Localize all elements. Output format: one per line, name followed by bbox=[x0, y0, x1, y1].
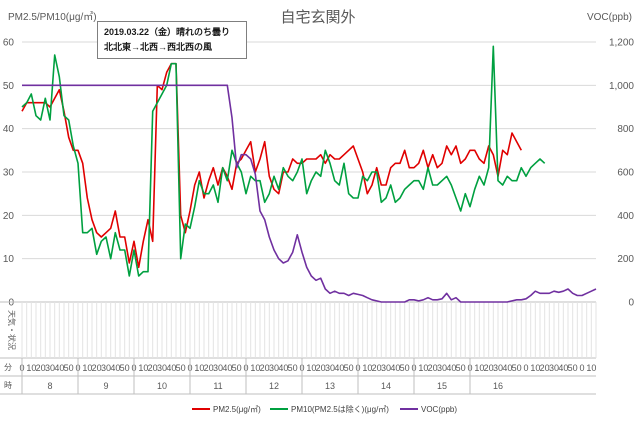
minute-tick-label: 20 bbox=[148, 363, 158, 373]
legend-label: PM10(PM2.5は除く)(μg/㎥) bbox=[291, 404, 389, 414]
series-lines bbox=[21, 45, 597, 303]
hour-tick-label: 8 bbox=[47, 381, 52, 391]
minute-tick-label: 10 bbox=[586, 363, 596, 373]
row-label-weather: 天気・状況 bbox=[7, 310, 17, 350]
minute-tick-label: 40 bbox=[390, 363, 400, 373]
minute-tick-label: 20 bbox=[540, 363, 550, 373]
minute-tick-label: 50 bbox=[568, 363, 578, 373]
minute-tick-label: 50 bbox=[288, 363, 298, 373]
minute-tick-label: 10 bbox=[82, 363, 92, 373]
chart-title: 自宅玄関外 bbox=[280, 9, 355, 26]
minute-tick-label: 40 bbox=[54, 363, 64, 373]
hour-tick-label: 13 bbox=[325, 381, 335, 391]
minute-tick-label: 10 bbox=[362, 363, 372, 373]
y-left-tick-label: 10 bbox=[3, 254, 15, 265]
minute-tick-label: 40 bbox=[166, 363, 176, 373]
y-right-tick-label: 1,000 bbox=[609, 81, 634, 92]
minute-tick-label: 30 bbox=[101, 363, 111, 373]
minute-tick-label: 10 bbox=[306, 363, 316, 373]
annotation-box: 2019.03.22（金）晴れのち曇り 北北東→北西→西北西の風 bbox=[97, 21, 247, 59]
y-right-tick-label: 800 bbox=[617, 124, 634, 135]
minute-tick-label: 40 bbox=[446, 363, 456, 373]
minute-tick-label: 30 bbox=[325, 363, 335, 373]
y-right-tick-label: 0 bbox=[628, 298, 634, 309]
minute-tick-label: 30 bbox=[493, 363, 503, 373]
annotation-line-1: 2019.03.22（金）晴れのち曇り bbox=[104, 27, 231, 37]
minute-tick-label: 50 bbox=[64, 363, 74, 373]
minute-tick-label: 30 bbox=[45, 363, 55, 373]
y-right-tick-label: 1,200 bbox=[609, 38, 634, 49]
minute-tick-label: 10 bbox=[26, 363, 36, 373]
series-line bbox=[21, 62, 523, 269]
series-line bbox=[21, 45, 546, 277]
minute-tick-label: 30 bbox=[437, 363, 447, 373]
y-left-tick-label: 0 bbox=[8, 298, 14, 309]
gridlines bbox=[22, 41, 596, 303]
y-left-ticks: 0 10 20 30 40 50 60 bbox=[3, 38, 15, 309]
y-left-tick-label: 40 bbox=[3, 124, 15, 135]
y-left-axis-label: PM2.5/PM10(μg/㎥) bbox=[8, 10, 97, 23]
annotation-line-2: 北北東→北西→西北西の風 bbox=[104, 42, 213, 52]
minute-tick-label: 20 bbox=[316, 363, 326, 373]
minute-tick-label: 40 bbox=[502, 363, 512, 373]
minute-tick-label: 10 bbox=[250, 363, 260, 373]
minute-tick-label: 20 bbox=[260, 363, 270, 373]
hour-tick-label: 10 bbox=[157, 381, 167, 391]
minute-tick-label: 50 bbox=[512, 363, 522, 373]
row-label-minute: 分 bbox=[4, 363, 12, 372]
minute-tick-label: 10 bbox=[530, 363, 540, 373]
minute-tick-label: 0 bbox=[579, 363, 584, 373]
legend-label: VOC(ppb) bbox=[421, 405, 457, 414]
series-line bbox=[22, 84, 597, 303]
minute-tick-label: 20 bbox=[36, 363, 46, 373]
y-right-tick-label: 200 bbox=[617, 254, 634, 265]
minute-tick-label: 40 bbox=[110, 363, 120, 373]
y-left-tick-label: 30 bbox=[3, 168, 15, 179]
minute-tick-label: 50 bbox=[400, 363, 410, 373]
minute-tick-label: 10 bbox=[194, 363, 204, 373]
hour-tick-label: 15 bbox=[437, 381, 447, 391]
y-right-ticks: 0 200 400 600 800 1,000 1,200 bbox=[609, 38, 634, 309]
minute-tick-label: 30 bbox=[213, 363, 223, 373]
y-left-tick-label: 20 bbox=[3, 211, 15, 222]
minute-tick-label: 40 bbox=[558, 363, 568, 373]
y-left-tick-label: 60 bbox=[3, 38, 15, 49]
hour-tick-label: 11 bbox=[213, 381, 222, 391]
minute-tick-label: 30 bbox=[269, 363, 279, 373]
minute-tick-label: 40 bbox=[222, 363, 232, 373]
y-right-tick-label: 600 bbox=[617, 168, 634, 179]
minute-tick-label: 50 bbox=[176, 363, 186, 373]
minute-tick-label: 50 bbox=[456, 363, 466, 373]
hour-tick-label: 9 bbox=[103, 381, 108, 391]
minute-tick-label: 30 bbox=[381, 363, 391, 373]
minute-tick-label: 50 bbox=[120, 363, 130, 373]
minute-tick-label: 20 bbox=[92, 363, 102, 373]
minute-tick-label: 0 bbox=[523, 363, 528, 373]
minute-tick-label: 40 bbox=[334, 363, 344, 373]
minute-tick-label: 50 bbox=[344, 363, 354, 373]
hour-tick-label: 14 bbox=[381, 381, 391, 391]
minute-tick-label: 20 bbox=[204, 363, 214, 373]
minute-tick-label: 20 bbox=[428, 363, 438, 373]
y-right-tick-label: 400 bbox=[617, 211, 634, 222]
y-right-axis-label: VOC(ppb) bbox=[587, 12, 632, 23]
row-label-hour: 時 bbox=[4, 381, 12, 390]
hour-tick-label: 16 bbox=[493, 381, 503, 391]
minute-tick-label: 30 bbox=[157, 363, 167, 373]
minute-tick-label: 20 bbox=[372, 363, 382, 373]
y-left-tick-label: 50 bbox=[3, 81, 15, 92]
hour-tick-label: 12 bbox=[269, 381, 279, 391]
minute-tick-label: 30 bbox=[549, 363, 559, 373]
minute-tick-label: 10 bbox=[138, 363, 148, 373]
minute-tick-label: 50 bbox=[232, 363, 242, 373]
minute-tick-label: 10 bbox=[418, 363, 428, 373]
legend: PM2.5(μg/㎥) PM10(PM2.5は除く)(μg/㎥) VOC(ppb) bbox=[192, 404, 457, 414]
minute-tick-label: 40 bbox=[278, 363, 288, 373]
legend-label: PM2.5(μg/㎥) bbox=[213, 405, 261, 414]
minute-tick-label: 20 bbox=[484, 363, 494, 373]
minute-tick-label: 10 bbox=[474, 363, 484, 373]
category-axis: 天気・状況分時010203040500102030405001020304050… bbox=[0, 301, 597, 395]
